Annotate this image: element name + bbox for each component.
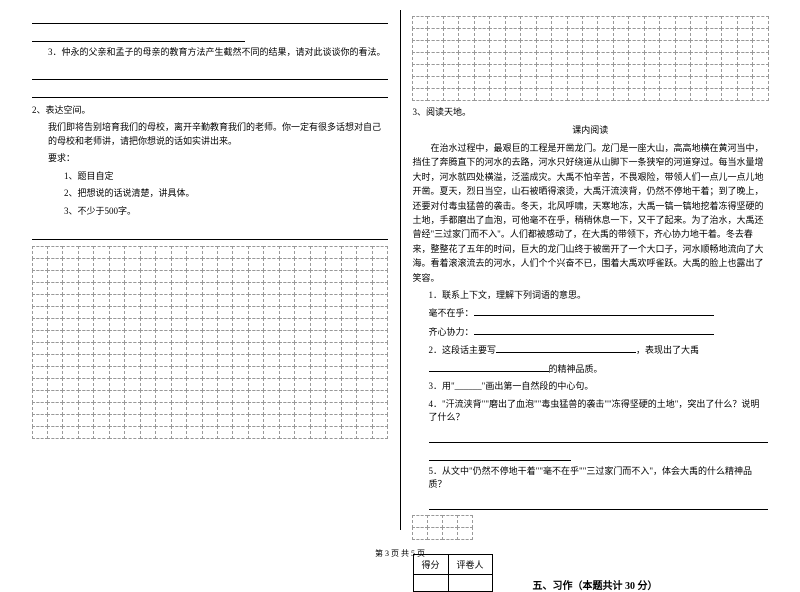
grid-cell <box>412 88 428 101</box>
answer-blank <box>429 362 549 372</box>
grid-cell <box>427 527 443 540</box>
reading-q1-word1: 毫不在乎： <box>413 306 769 321</box>
req-2: 2、把想说的话说清楚，讲具体。 <box>32 187 388 201</box>
answer-line <box>429 496 769 510</box>
answer-line <box>32 84 388 98</box>
answer-line <box>32 10 388 24</box>
answer-line <box>32 28 245 42</box>
section-5-title: 五、习作（本题共计 30 分） <box>533 577 658 592</box>
grid-cell <box>93 426 109 439</box>
grid-cell <box>294 426 310 439</box>
reading-passage: 在治水过程中，最艰巨的工程是开凿龙门。龙门是一座大山，高高地横在黄河当中，挡住了… <box>413 141 769 285</box>
grid-cell <box>202 426 218 439</box>
right-column: 3、阅读天地。 课内阅读 在治水过程中，最艰巨的工程是开凿龙门。龙门是一座大山，… <box>401 10 781 530</box>
grid-cell <box>551 88 567 101</box>
section-2-title: 2、表达空间。 <box>32 104 388 118</box>
reading-title: 课内阅读 <box>413 124 769 138</box>
grid-cell <box>62 426 78 439</box>
section-3-title: 3、阅读天地。 <box>413 106 769 120</box>
left-column: 3．仲永的父亲和孟子的母亲的教育方法产生截然不同的结果，请对此谈谈你的看法。 2… <box>20 10 400 530</box>
grid-cell <box>372 426 388 439</box>
section-2-body: 我们即将告别培育我们的母校，离开辛勤教育我们的老师。你一定有很多话想对自己的母校… <box>32 121 388 148</box>
req-1: 1、题目自定 <box>32 170 388 184</box>
grid-cell <box>32 426 48 439</box>
grid-cell <box>489 88 505 101</box>
grid-cell <box>341 426 357 439</box>
answer-blank <box>474 325 714 335</box>
grid-cell <box>356 426 372 439</box>
grid-cell <box>47 426 63 439</box>
answer-blank <box>474 306 714 316</box>
grid-cell <box>613 88 629 101</box>
grid-cell <box>279 426 295 439</box>
grid-cell <box>232 426 248 439</box>
grid-cell <box>520 88 536 101</box>
answer-line <box>429 447 571 461</box>
grid-cell <box>186 426 202 439</box>
answer-line <box>32 226 388 240</box>
grid-cell <box>109 426 125 439</box>
grid-cell <box>263 426 279 439</box>
grid-cell <box>474 88 490 101</box>
grid-cell <box>124 426 140 439</box>
reading-q1-word2: 齐心协力： <box>413 325 769 340</box>
grid-cell <box>752 88 768 101</box>
grid-cell <box>140 426 156 439</box>
grid-cell <box>659 88 675 101</box>
writing-grid-left <box>32 246 388 438</box>
grid-cell <box>412 527 428 540</box>
grid-cell <box>690 88 706 101</box>
grid-cell <box>706 88 722 101</box>
writing-grid-right-top <box>413 16 769 100</box>
score-cell <box>413 574 448 591</box>
reading-q1: 1．联系上下文，理解下列词语的意思。 <box>413 289 769 303</box>
grid-cell <box>597 88 613 101</box>
q2-end: 的精神品质。 <box>549 364 603 374</box>
reading-q4: 4．"汗流浃背""磨出了血泡""毒虫猛兽的袭击""冻得坚硬的土地"，突出了什么？… <box>413 398 769 425</box>
grid-cell <box>505 88 521 101</box>
grid-cell <box>582 88 598 101</box>
reading-q2: 2．这段话主要写 ，表现出了大禹 <box>413 343 769 358</box>
grid-cell <box>217 426 233 439</box>
grid-cell <box>442 527 458 540</box>
grid-cell <box>310 426 326 439</box>
reading-q2-end: 的精神品质。 <box>413 362 769 377</box>
score-table: 得分 评卷人 <box>413 554 493 592</box>
reading-q3: 3．用"______"画出第一自然段的中心句。 <box>413 380 769 394</box>
grid-cell <box>78 426 94 439</box>
answer-blank <box>496 343 636 353</box>
page-footer: 第 3 页 共 5 页 <box>0 548 800 559</box>
answer-line <box>32 66 388 80</box>
grid-cell <box>171 426 187 439</box>
grid-cell <box>443 88 459 101</box>
grid-cell <box>567 88 583 101</box>
grid-cell <box>457 527 473 540</box>
grid-cell <box>427 88 443 101</box>
reading-q5: 5．从文中"仍然不停地干着""毫不在乎""三过家门而不入"，体会大禹的什么精神品… <box>413 465 769 492</box>
grid-cell <box>325 426 341 439</box>
q2-suffix: ，表现出了大禹 <box>636 345 699 355</box>
grid-cell <box>675 88 691 101</box>
grid-cell <box>458 88 474 101</box>
grid-cell <box>536 88 552 101</box>
reviewer-cell <box>448 574 492 591</box>
q1-word2-label: 齐心协力： <box>429 327 474 337</box>
q1-word1-label: 毫不在乎： <box>429 308 474 318</box>
grid-cell <box>644 88 660 101</box>
answer-line <box>429 429 769 443</box>
requirements-label: 要求： <box>32 152 388 166</box>
grid-cell <box>737 88 753 101</box>
writing-grid-right-bottom <box>413 516 473 540</box>
question-3: 3．仲永的父亲和孟子的母亲的教育方法产生截然不同的结果，请对此谈谈你的看法。 <box>32 46 388 60</box>
req-3: 3、不少于500字。 <box>32 205 388 219</box>
q2-label: 2．这段话主要写 <box>429 345 497 355</box>
grid-cell <box>721 88 737 101</box>
grid-cell <box>628 88 644 101</box>
grid-cell <box>155 426 171 439</box>
grid-cell <box>248 426 264 439</box>
